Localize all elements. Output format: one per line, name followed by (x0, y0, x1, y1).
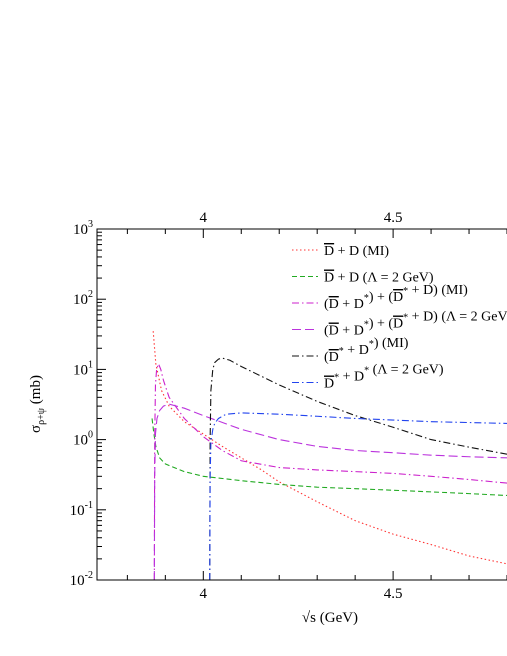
series-line-dds-mi (153, 362, 507, 580)
x-axis-title: √s (GeV) (302, 610, 358, 626)
legend-entry-dsds-mi: (D* + D*) (MI) (324, 336, 409, 365)
y-tick-label: 10-1 (70, 500, 93, 519)
axis-labels: 4 4.5 4 4.5 10-2 10-1 100 101 102 103 √s (GeV) σρ+ψ… (28, 210, 402, 626)
series-line-dd-lambda (151, 418, 507, 497)
legend-entry-dd-lambda: D + D (Λ = 2 GeV) (324, 271, 434, 286)
series-line-dsds-lambda (209, 412, 507, 580)
x-tick-label: 4.5 (384, 586, 403, 602)
x-tick-label: 4 (200, 586, 208, 602)
series-line-dd-mi (152, 331, 507, 565)
legend: D + D (MI)D + D (Λ = 2 GeV)(D + D*) + (D… (292, 244, 507, 392)
series-line-dsds-mi (209, 357, 507, 580)
y-tick-label: 103 (73, 219, 93, 238)
series-layer (151, 331, 507, 580)
y-tick-label: 101 (73, 359, 93, 378)
y-axis-title: σρ+ψ (mb) (28, 375, 47, 433)
legend-entry-dsds-lambda: D* + D* (Λ = 2 GeV) (324, 363, 444, 392)
plot-frame (96, 228, 507, 581)
y-tick-label: 10-2 (70, 570, 93, 589)
legend-entry-dds-mi: (D + D*) + (D* + D) (MI) (324, 283, 468, 312)
series-line-dds-lambda (153, 403, 507, 580)
x-top-tick-label: 4 (200, 210, 208, 226)
y-tick-label: 100 (73, 430, 93, 449)
y-tick-label: 102 (73, 289, 93, 308)
legend-entry-dds-lambda: (D + D*) + (D* + D) (Λ = 2 GeV) (324, 310, 507, 339)
legend-entry-dd-mi: D + D (MI) (324, 244, 389, 259)
x-top-tick-label: 4.5 (384, 210, 403, 226)
axis-ticks (97, 228, 507, 581)
